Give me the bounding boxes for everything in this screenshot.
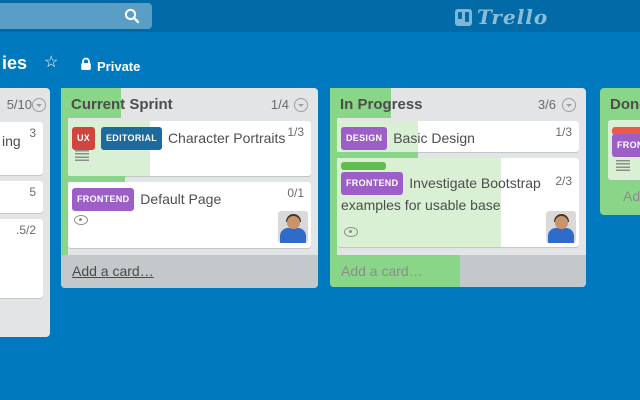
label-ux: UX [72, 127, 96, 150]
trello-logo-icon [455, 8, 472, 26]
card-investigate-bootstrap[interactable]: FRONTEND Investigate Bootstrap examples … [337, 158, 579, 247]
add-card-link[interactable]: Add a card… [341, 263, 423, 279]
selection-overlay [330, 255, 460, 287]
member-avatar[interactable] [278, 211, 308, 243]
selection-overlay [61, 176, 125, 182]
label-editorial: EDITORIAL [101, 127, 163, 150]
card-basic-design[interactable]: DESIGN Basic Design 1/3 [337, 121, 579, 152]
list-menu-icon[interactable] [32, 98, 46, 112]
list-header: In Progress 3/6 [330, 88, 586, 118]
list-points: 3/6 [537, 97, 556, 112]
list-header: Done [600, 88, 640, 118]
description-icon [616, 160, 630, 171]
card-title: Basic Design [393, 130, 475, 146]
list-done: Done FRONTEND Add a card… [600, 88, 640, 215]
selection-overlay [330, 152, 418, 158]
card-title: ing [2, 133, 21, 149]
member-avatar[interactable] [546, 211, 576, 243]
search-icon[interactable] [124, 8, 140, 24]
card-color-label-green [341, 162, 386, 170]
board-privacy-label[interactable]: Private [97, 59, 141, 74]
add-card-link[interactable]: Add a card… [72, 263, 154, 279]
selection-overlay [330, 88, 391, 118]
list-current-sprint: Current Sprint 1/4 UX EDITORIAL Characte… [61, 88, 318, 288]
list-points: 1/4 [270, 97, 289, 112]
card-character-portraits[interactable]: UX EDITORIAL Character Portraits 1/3 [68, 121, 311, 176]
label-design: DESIGN [341, 127, 388, 150]
trello-logo[interactable]: Trello [455, 7, 548, 27]
list-name[interactable]: Current Sprint [71, 96, 173, 113]
card-title: Character Portraits [167, 130, 286, 146]
trello-logo-text: Trello [477, 4, 549, 29]
list-backlog-partial: 5/10 ing 3 5 .5/2 [0, 88, 50, 337]
list-menu-icon[interactable] [562, 98, 576, 112]
list-name[interactable]: Done [610, 96, 640, 113]
selection-overlay [61, 118, 68, 255]
selection-overlay [61, 88, 121, 118]
list-menu-icon[interactable] [294, 98, 308, 112]
card-points-badge: 5 [29, 185, 36, 199]
list-name[interactable]: In Progress [340, 96, 423, 113]
card[interactable]: FRONTEND [608, 120, 640, 180]
card[interactable]: 5 [0, 181, 43, 213]
card-default-page[interactable]: FRONTEND Default Page 0/1 [68, 182, 311, 248]
add-card-row: Add a card… [61, 255, 318, 288]
description-icon [75, 150, 89, 161]
watch-icon [74, 215, 88, 225]
list-in-progress: In Progress 3/6 DESIGN Basic Design 1/3 … [330, 88, 586, 287]
card-color-label-red [612, 127, 640, 135]
card-points-badge: .5/2 [15, 223, 36, 237]
star-icon[interactable]: ☆ [44, 54, 59, 71]
card-points-badge: 2/3 [555, 174, 572, 188]
add-card-link[interactable]: Add a card… [623, 188, 640, 204]
label-frontend: FRONTEND [72, 188, 135, 211]
board-title: ies [2, 53, 28, 73]
card-title: Default Page [140, 191, 222, 207]
card-points-badge: 3 [29, 126, 36, 140]
list-header: Current Sprint 1/4 [61, 88, 318, 118]
list-header: 5/10 [0, 88, 50, 118]
card[interactable]: .5/2 [0, 219, 43, 298]
card-points-badge: 1/3 [287, 125, 304, 139]
top-bar: Trello [0, 0, 640, 32]
card-points-badge: 0/1 [287, 186, 304, 200]
watch-icon [344, 227, 358, 237]
label-frontend: FRONTEND [612, 134, 640, 157]
card[interactable]: ing 3 [0, 122, 43, 175]
lock-icon[interactable] [80, 57, 92, 76]
selection-overlay [330, 118, 337, 255]
list-points: 5/10 [6, 97, 32, 112]
label-frontend: FRONTEND [341, 172, 404, 195]
card-points-badge: 1/3 [555, 125, 572, 139]
add-card-row: Add a card… [330, 255, 586, 287]
card-title: Investigate Bootstrap examples for usabl… [341, 175, 541, 213]
